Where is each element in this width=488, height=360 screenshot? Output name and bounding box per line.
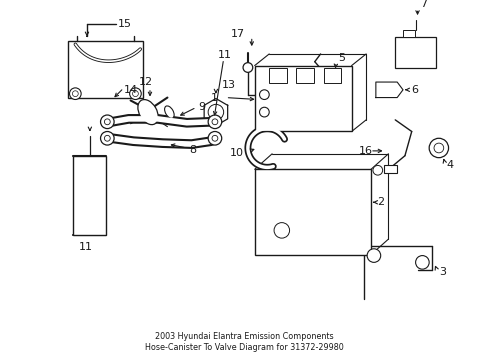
- Text: 8: 8: [189, 145, 197, 155]
- Text: 5: 5: [337, 53, 345, 63]
- Text: 11: 11: [79, 242, 93, 252]
- Ellipse shape: [164, 106, 174, 118]
- Polygon shape: [375, 82, 402, 98]
- Ellipse shape: [138, 100, 158, 125]
- Text: 12: 12: [139, 77, 153, 87]
- Circle shape: [208, 104, 223, 120]
- Text: 3: 3: [438, 267, 445, 277]
- Circle shape: [129, 88, 141, 99]
- Text: 2: 2: [376, 197, 383, 207]
- Circle shape: [372, 166, 382, 175]
- Text: 15: 15: [118, 19, 132, 29]
- Bar: [269, 68, 286, 83]
- Text: 11: 11: [217, 50, 231, 60]
- Circle shape: [72, 91, 78, 96]
- Circle shape: [243, 63, 252, 72]
- Text: 17: 17: [231, 28, 245, 39]
- Bar: [296, 68, 313, 83]
- Bar: [323, 68, 340, 83]
- Circle shape: [69, 88, 81, 99]
- Bar: [402, 30, 414, 37]
- Text: 10: 10: [230, 148, 244, 158]
- Polygon shape: [203, 99, 227, 126]
- Circle shape: [208, 131, 221, 145]
- Circle shape: [273, 222, 289, 238]
- Bar: [254, 169, 370, 255]
- Text: 16: 16: [358, 146, 372, 156]
- Bar: [394, 37, 435, 68]
- Circle shape: [366, 249, 380, 262]
- Circle shape: [101, 131, 114, 145]
- Text: 9: 9: [198, 102, 205, 112]
- Circle shape: [132, 91, 138, 96]
- Circle shape: [208, 115, 221, 129]
- Circle shape: [212, 135, 217, 141]
- Circle shape: [101, 115, 114, 129]
- Text: 6: 6: [410, 85, 417, 95]
- Bar: [67, 41, 143, 98]
- Bar: [383, 166, 396, 173]
- Circle shape: [104, 135, 110, 141]
- Text: 1: 1: [210, 93, 217, 103]
- Circle shape: [433, 143, 443, 153]
- Circle shape: [212, 119, 217, 125]
- Circle shape: [428, 138, 447, 158]
- Circle shape: [104, 119, 110, 125]
- Circle shape: [415, 256, 428, 269]
- Text: 14: 14: [123, 85, 138, 95]
- Text: 4: 4: [446, 161, 453, 170]
- Text: 7: 7: [420, 0, 427, 9]
- Bar: [73, 156, 106, 235]
- Text: 13: 13: [221, 80, 235, 90]
- Circle shape: [259, 107, 269, 117]
- Circle shape: [259, 90, 269, 99]
- Bar: [254, 66, 351, 131]
- Text: 2003 Hyundai Elantra Emission Components
Hose-Canister To Valve Diagram for 3137: 2003 Hyundai Elantra Emission Components…: [144, 332, 343, 352]
